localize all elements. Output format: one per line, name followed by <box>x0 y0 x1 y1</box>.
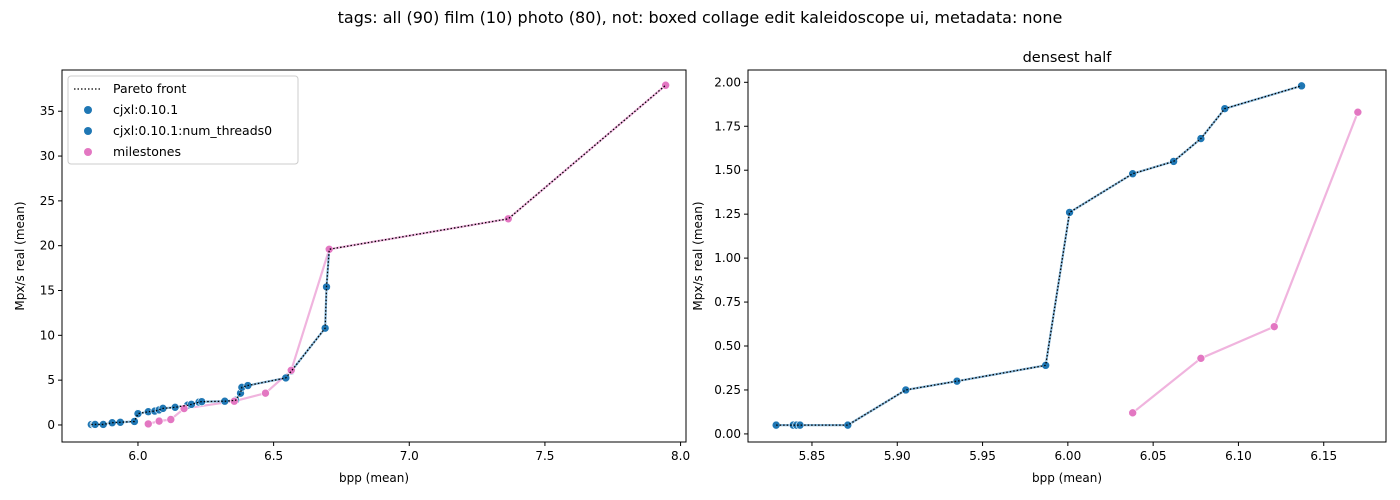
legend-label: cjxl:0.10.1:num_threads0 <box>113 123 272 138</box>
y-tick-label: 0.75 <box>714 295 741 309</box>
y-tick-label: 15 <box>40 284 55 298</box>
legend-label: cjxl:0.10.1 <box>113 102 178 117</box>
figure-suptitle: tags: all (90) film (10) photo (80), not… <box>337 8 1063 27</box>
legend-marker-swatch <box>84 127 92 135</box>
milestones-point <box>286 365 296 375</box>
milestones-point <box>166 415 176 424</box>
milestones-point <box>661 80 670 90</box>
milestones-point <box>1128 408 1137 418</box>
x-tick-label: 5.95 <box>969 449 996 463</box>
right-chart-panel: 5.85 5.90 5.95 6.00 6.05 6.10 6.15 0.00 0.25 0.50… <box>691 50 1387 485</box>
milestones-point <box>324 244 334 254</box>
cjxl-point <box>1128 169 1137 179</box>
x-tick-label: 6.00 <box>1054 449 1081 463</box>
y-tick-label: 20 <box>40 239 55 253</box>
milestones-point <box>1196 354 1206 363</box>
milestones-line <box>148 84 667 425</box>
axes-frame <box>747 69 1387 443</box>
legend-marker-swatch <box>84 106 92 114</box>
cjxl-point <box>901 385 911 395</box>
x-tick-label: 6.0 <box>128 449 147 463</box>
x-tick-label: 6.5 <box>264 449 283 463</box>
legend: Pareto front cjxl:0.10.1 cjxl:0.10.1:num_t… <box>67 75 299 165</box>
y-tick-label: 2.00 <box>714 75 741 89</box>
plot-area <box>87 80 670 429</box>
milestones-line <box>1131 111 1359 414</box>
plot-area <box>771 81 1363 430</box>
y-tick-label: 1.50 <box>714 163 741 177</box>
x-axis-label: bpp (mean) <box>339 471 409 485</box>
milestones-point <box>503 214 513 224</box>
cjxl-line <box>776 84 1302 427</box>
x-axis-label: bpp (mean) <box>1032 471 1102 485</box>
milestones-point <box>154 416 164 426</box>
legend-box <box>67 75 299 165</box>
cjxl-line <box>91 249 331 426</box>
milestones-point <box>229 396 239 406</box>
y-tick-label: 30 <box>40 149 55 163</box>
y-tick-label: 1.75 <box>714 119 741 133</box>
cjxl-point <box>1041 361 1050 370</box>
y-tick-label: 0 <box>47 418 55 432</box>
left-chart-panel: 6.0 6.5 7.0 7.5 8.0 0 5 10 15 20 25 30 35 bpp (mean) M… <box>13 69 690 485</box>
y-tick-label: 1.00 <box>714 251 741 265</box>
y-tick-label: 1.25 <box>714 207 741 221</box>
y-tick-label: 5 <box>47 373 55 387</box>
legend-label: Pareto front <box>113 81 187 96</box>
milestones-point <box>179 404 189 413</box>
y-tick-label: 0.00 <box>714 427 741 441</box>
x-tick-label: 6.15 <box>1310 449 1337 463</box>
cjxl-point <box>133 409 143 418</box>
panel-title: densest half <box>1023 50 1113 66</box>
x-tick-label: 7.0 <box>400 449 419 463</box>
legend-marker-swatch <box>84 148 92 156</box>
y-tick-label: 0.50 <box>714 339 741 353</box>
cjxl-point <box>795 420 805 430</box>
milestones-point <box>1269 322 1279 331</box>
y-tick-label: 35 <box>40 104 55 118</box>
y-tick-label: 25 <box>40 194 55 208</box>
milestones-point <box>261 388 270 398</box>
y-tick-label: 0.25 <box>714 383 741 397</box>
x-tick-label: 7.5 <box>535 449 554 463</box>
legend-label: milestones <box>113 144 181 159</box>
x-tick-label: 6.05 <box>1140 449 1167 463</box>
x-tick-label: 8.0 <box>671 449 690 463</box>
pareto-front-line <box>91 84 667 426</box>
pareto-front-line <box>776 85 1302 426</box>
axes-frame <box>61 69 687 443</box>
y-tick-label: 10 <box>40 328 55 342</box>
y-axis-label: Mpx/s real (mean) <box>13 201 27 310</box>
y-axis-label: Mpx/s real (mean) <box>691 201 705 310</box>
cjxl-point <box>1065 208 1074 217</box>
milestones-point <box>1353 107 1363 117</box>
milestones-point <box>143 419 153 429</box>
cjxl-point <box>170 403 180 412</box>
cjxl-point <box>952 376 962 386</box>
cjxl-point <box>843 420 853 430</box>
x-tick-label: 6.10 <box>1225 449 1252 463</box>
x-tick-label: 5.90 <box>884 449 911 463</box>
x-tick-label: 5.85 <box>799 449 826 463</box>
